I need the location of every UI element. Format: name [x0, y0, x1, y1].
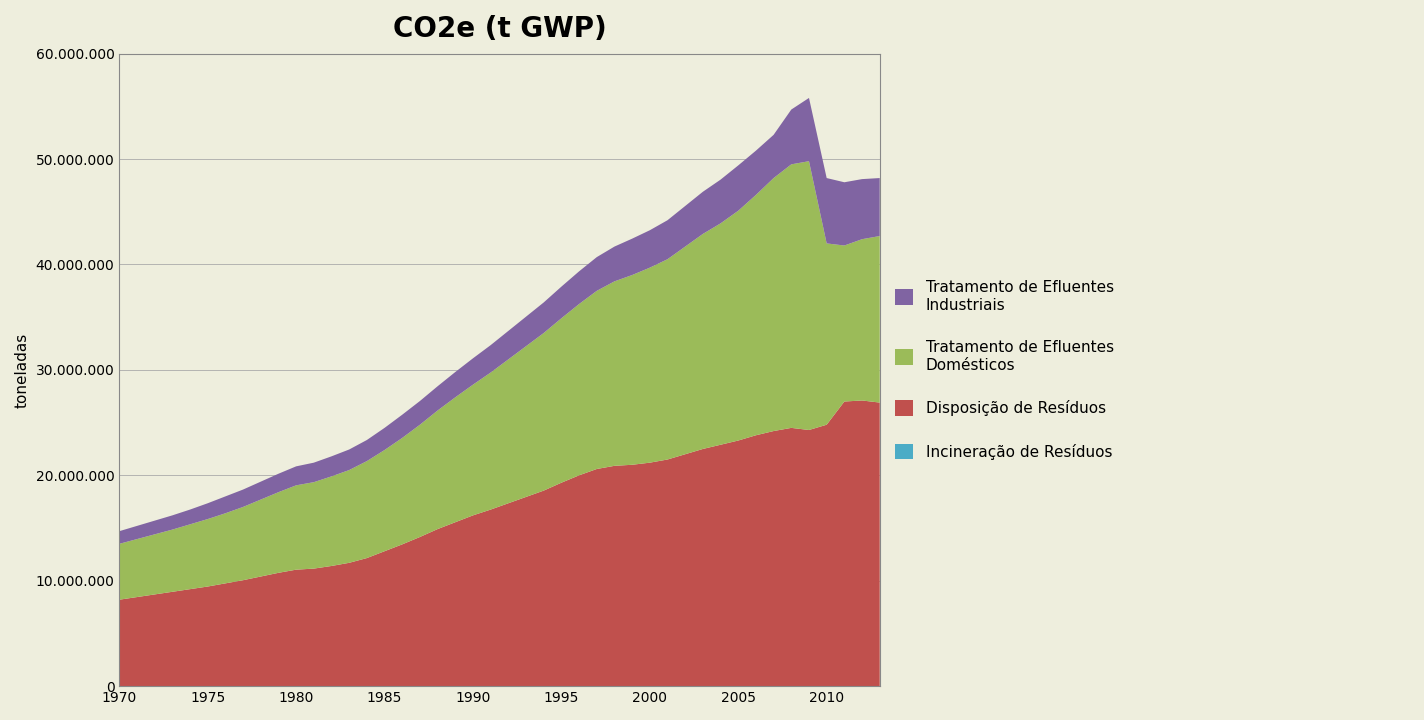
Title: CO2e (t GWP): CO2e (t GWP): [393, 15, 607, 43]
Y-axis label: toneladas: toneladas: [16, 332, 30, 408]
Legend: Tratamento de Efluentes
Industriais, Tratamento de Efluentes
Domésticos, Disposi: Tratamento de Efluentes Industriais, Tra…: [894, 280, 1114, 459]
